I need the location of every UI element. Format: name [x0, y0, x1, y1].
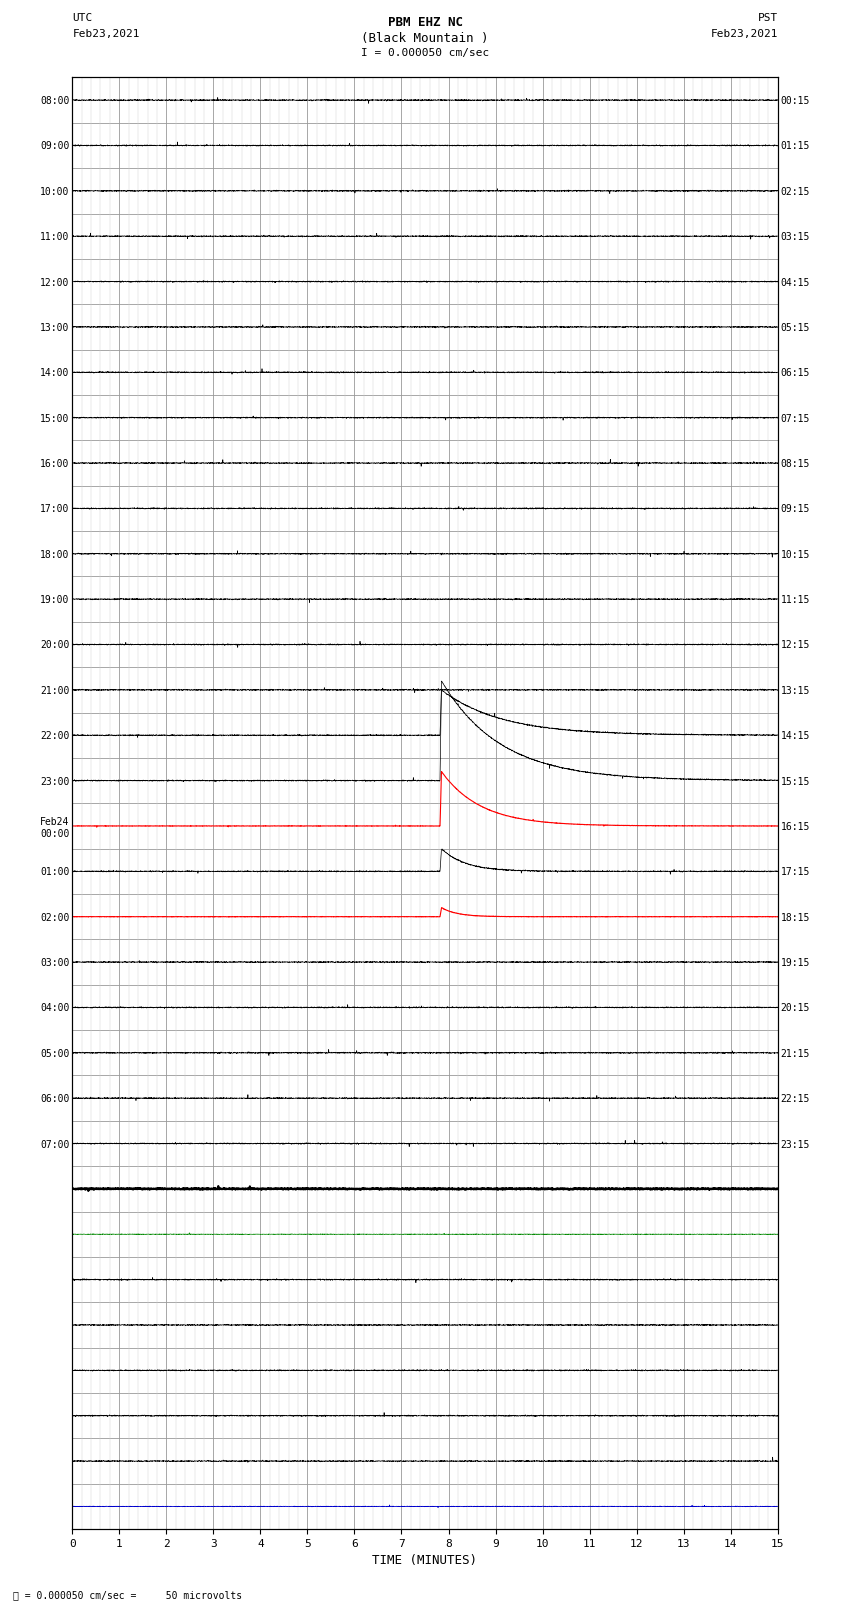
Text: (Black Mountain ): (Black Mountain )	[361, 32, 489, 45]
Text: I = 0.000050 cm/sec: I = 0.000050 cm/sec	[361, 48, 489, 58]
Text: Feb23,2021: Feb23,2021	[711, 29, 778, 39]
Text: PST: PST	[757, 13, 778, 23]
Text: ∤ = 0.000050 cm/sec =     50 microvolts: ∤ = 0.000050 cm/sec = 50 microvolts	[13, 1590, 242, 1600]
Text: UTC: UTC	[72, 13, 93, 23]
X-axis label: TIME (MINUTES): TIME (MINUTES)	[372, 1555, 478, 1568]
Text: Feb23,2021: Feb23,2021	[72, 29, 139, 39]
Text: PBM EHZ NC: PBM EHZ NC	[388, 16, 462, 29]
